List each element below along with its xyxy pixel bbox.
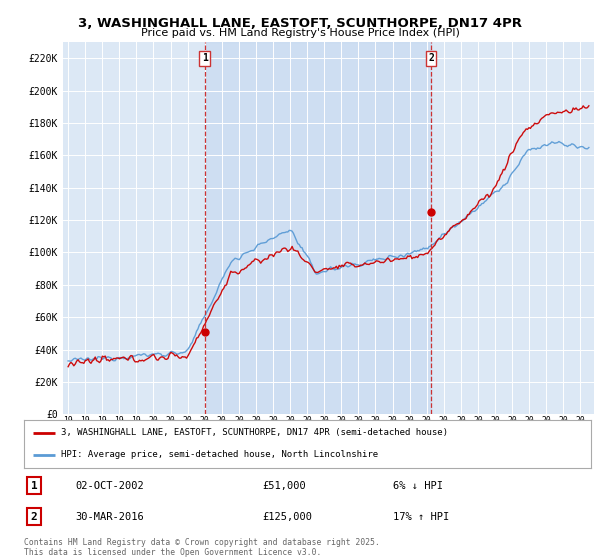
Text: 3, WASHINGHALL LANE, EASTOFT, SCUNTHORPE, DN17 4PR: 3, WASHINGHALL LANE, EASTOFT, SCUNTHORPE…	[78, 17, 522, 30]
Text: 2: 2	[31, 512, 38, 521]
Text: 30-MAR-2016: 30-MAR-2016	[75, 512, 144, 521]
Text: 02-OCT-2002: 02-OCT-2002	[75, 481, 144, 491]
Text: 17% ↑ HPI: 17% ↑ HPI	[392, 512, 449, 521]
Text: Contains HM Land Registry data © Crown copyright and database right 2025.
This d: Contains HM Land Registry data © Crown c…	[24, 538, 380, 557]
Text: HPI: Average price, semi-detached house, North Lincolnshire: HPI: Average price, semi-detached house,…	[61, 450, 378, 459]
Text: 6% ↓ HPI: 6% ↓ HPI	[392, 481, 443, 491]
Text: 3, WASHINGHALL LANE, EASTOFT, SCUNTHORPE, DN17 4PR (semi-detached house): 3, WASHINGHALL LANE, EASTOFT, SCUNTHORPE…	[61, 428, 448, 437]
Text: £51,000: £51,000	[262, 481, 306, 491]
Text: £125,000: £125,000	[262, 512, 312, 521]
Text: 1: 1	[31, 481, 38, 491]
Text: Price paid vs. HM Land Registry's House Price Index (HPI): Price paid vs. HM Land Registry's House …	[140, 28, 460, 38]
Bar	[205, 42, 431, 414]
Text: 2: 2	[428, 53, 434, 63]
Text: 1: 1	[202, 53, 208, 63]
